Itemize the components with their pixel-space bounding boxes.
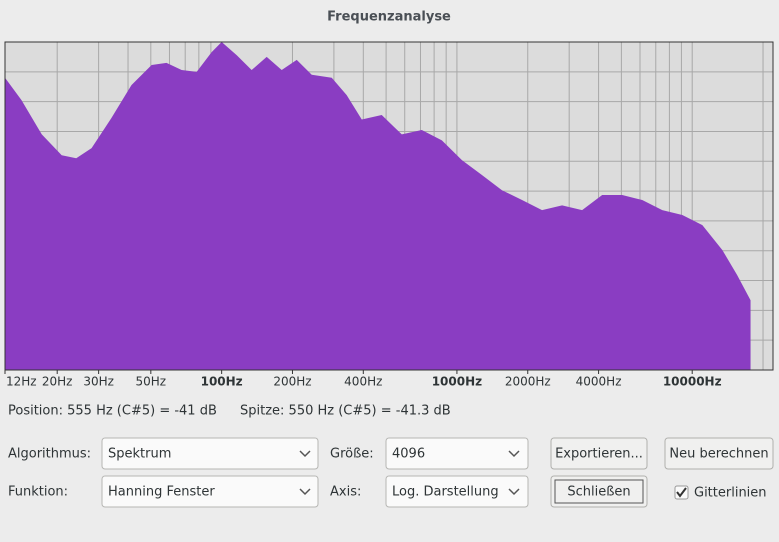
size-value: 4096: [392, 447, 425, 462]
window-title: Frequenzanalyse: [327, 10, 451, 25]
size-label: Größe:: [330, 447, 374, 462]
plot-border: [4, 41, 774, 371]
recalc-label: Neu berechnen: [669, 447, 768, 462]
x-tick-label: 400Hz: [344, 375, 382, 389]
x-tick-label: 10000Hz: [663, 375, 722, 389]
x-tick-label: 30Hz: [83, 375, 114, 389]
x-tick-label: 100Hz: [201, 375, 243, 389]
algorithm-label: Algorithmus:: [8, 447, 91, 462]
x-tick-label: 2000Hz: [505, 375, 551, 389]
status-position: Position: 555 Hz (C#5) = -41 dB: [8, 404, 217, 419]
spectrum-area: [5, 42, 751, 370]
function-value: Hanning Fenster: [108, 485, 215, 500]
x-tick-label: 4000Hz: [576, 375, 622, 389]
axis-select[interactable]: [385, 475, 529, 508]
x-tick-label: 200Hz: [273, 375, 311, 389]
status-peak: Spitze: 550 Hz (C#5) = -41.3 dB: [240, 404, 451, 419]
x-tick-label: 12Hz: [6, 375, 37, 389]
recalc-button[interactable]: [664, 437, 774, 470]
export-button[interactable]: [550, 437, 648, 470]
function-label: Funktion:: [8, 485, 68, 500]
plot: 12Hz 20Hz 30Hz 50Hz 100Hz 200Hz 400Hz 1000Hz 200…: [4, 41, 774, 389]
dropdown-arrow: [508, 488, 520, 496]
check-mark: [676, 487, 687, 498]
dropdown-arrow: [508, 450, 520, 458]
dropdown-arrow: [299, 450, 311, 458]
algorithm-value: Spektrum: [108, 447, 171, 462]
size-select[interactable]: [385, 437, 529, 470]
focus-ring: [554, 479, 644, 504]
x-tick-label: 50Hz: [136, 375, 167, 389]
dropdown-arrow: [299, 488, 311, 496]
axis-value: Log. Darstellung: [392, 485, 499, 500]
close-button[interactable]: [550, 475, 648, 508]
x-tick-label: 1000Hz: [432, 375, 482, 389]
export-label: Exportieren...: [555, 447, 643, 462]
axis-label: Axis:: [330, 485, 361, 500]
algorithm-select[interactable]: [101, 437, 319, 470]
function-select[interactable]: [101, 475, 319, 508]
x-tick-label: 20Hz: [42, 375, 73, 389]
gridlines-label: Gitterlinien: [694, 486, 767, 501]
close-label: Schließen: [567, 485, 630, 500]
